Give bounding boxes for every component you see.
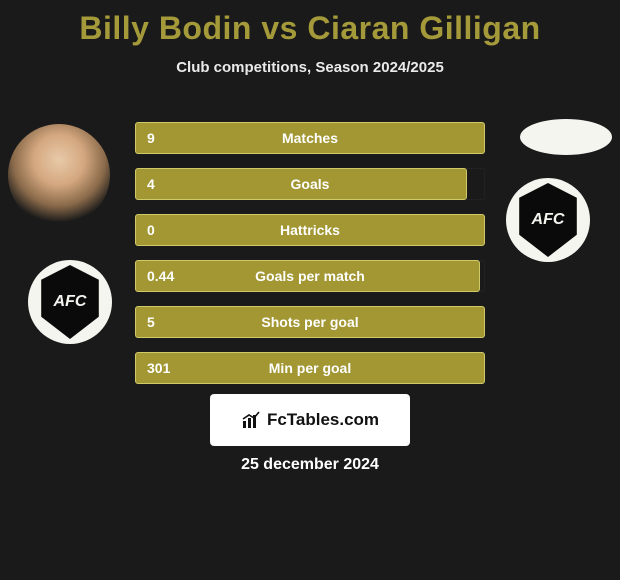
bar-label: Goals	[291, 176, 330, 192]
bar-row: 301 Min per goal	[135, 352, 485, 384]
bar-row: 0 Hattricks	[135, 214, 485, 246]
bar-label: Hattricks	[280, 222, 340, 238]
brand-box: FcTables.com	[210, 394, 410, 446]
bar-value: 9	[147, 130, 155, 146]
bar-value: 0.44	[147, 268, 174, 284]
bar-row: 9 Matches	[135, 122, 485, 154]
player-right-avatar	[520, 119, 612, 155]
bar-value: 301	[147, 360, 170, 376]
bar-value: 5	[147, 314, 155, 330]
date-text: 25 december 2024	[241, 456, 379, 474]
brand-text: FcTables.com	[267, 410, 379, 430]
chart-icon	[241, 410, 261, 430]
stats-bars: 9 Matches 4 Goals 0 Hattricks 0.44 Goals…	[135, 122, 485, 398]
page-title: Billy Bodin vs Ciaran Gilligan	[0, 0, 620, 47]
club-badge-right: AFC	[506, 178, 590, 262]
subtitle: Club competitions, Season 2024/2025	[0, 59, 620, 76]
player-left-avatar	[8, 124, 110, 226]
bar-label: Matches	[282, 130, 338, 146]
bar-label: Goals per match	[255, 268, 365, 284]
bar-row: 0.44 Goals per match	[135, 260, 485, 292]
shield-icon: AFC	[516, 183, 580, 257]
bar-label: Min per goal	[269, 360, 351, 376]
shield-icon: AFC	[38, 265, 102, 339]
bar-row: 5 Shots per goal	[135, 306, 485, 338]
bar-value: 0	[147, 222, 155, 238]
bar-row: 4 Goals	[135, 168, 485, 200]
club-badge-left: AFC	[28, 260, 112, 344]
bar-label: Shots per goal	[261, 314, 358, 330]
bar-value: 4	[147, 176, 155, 192]
